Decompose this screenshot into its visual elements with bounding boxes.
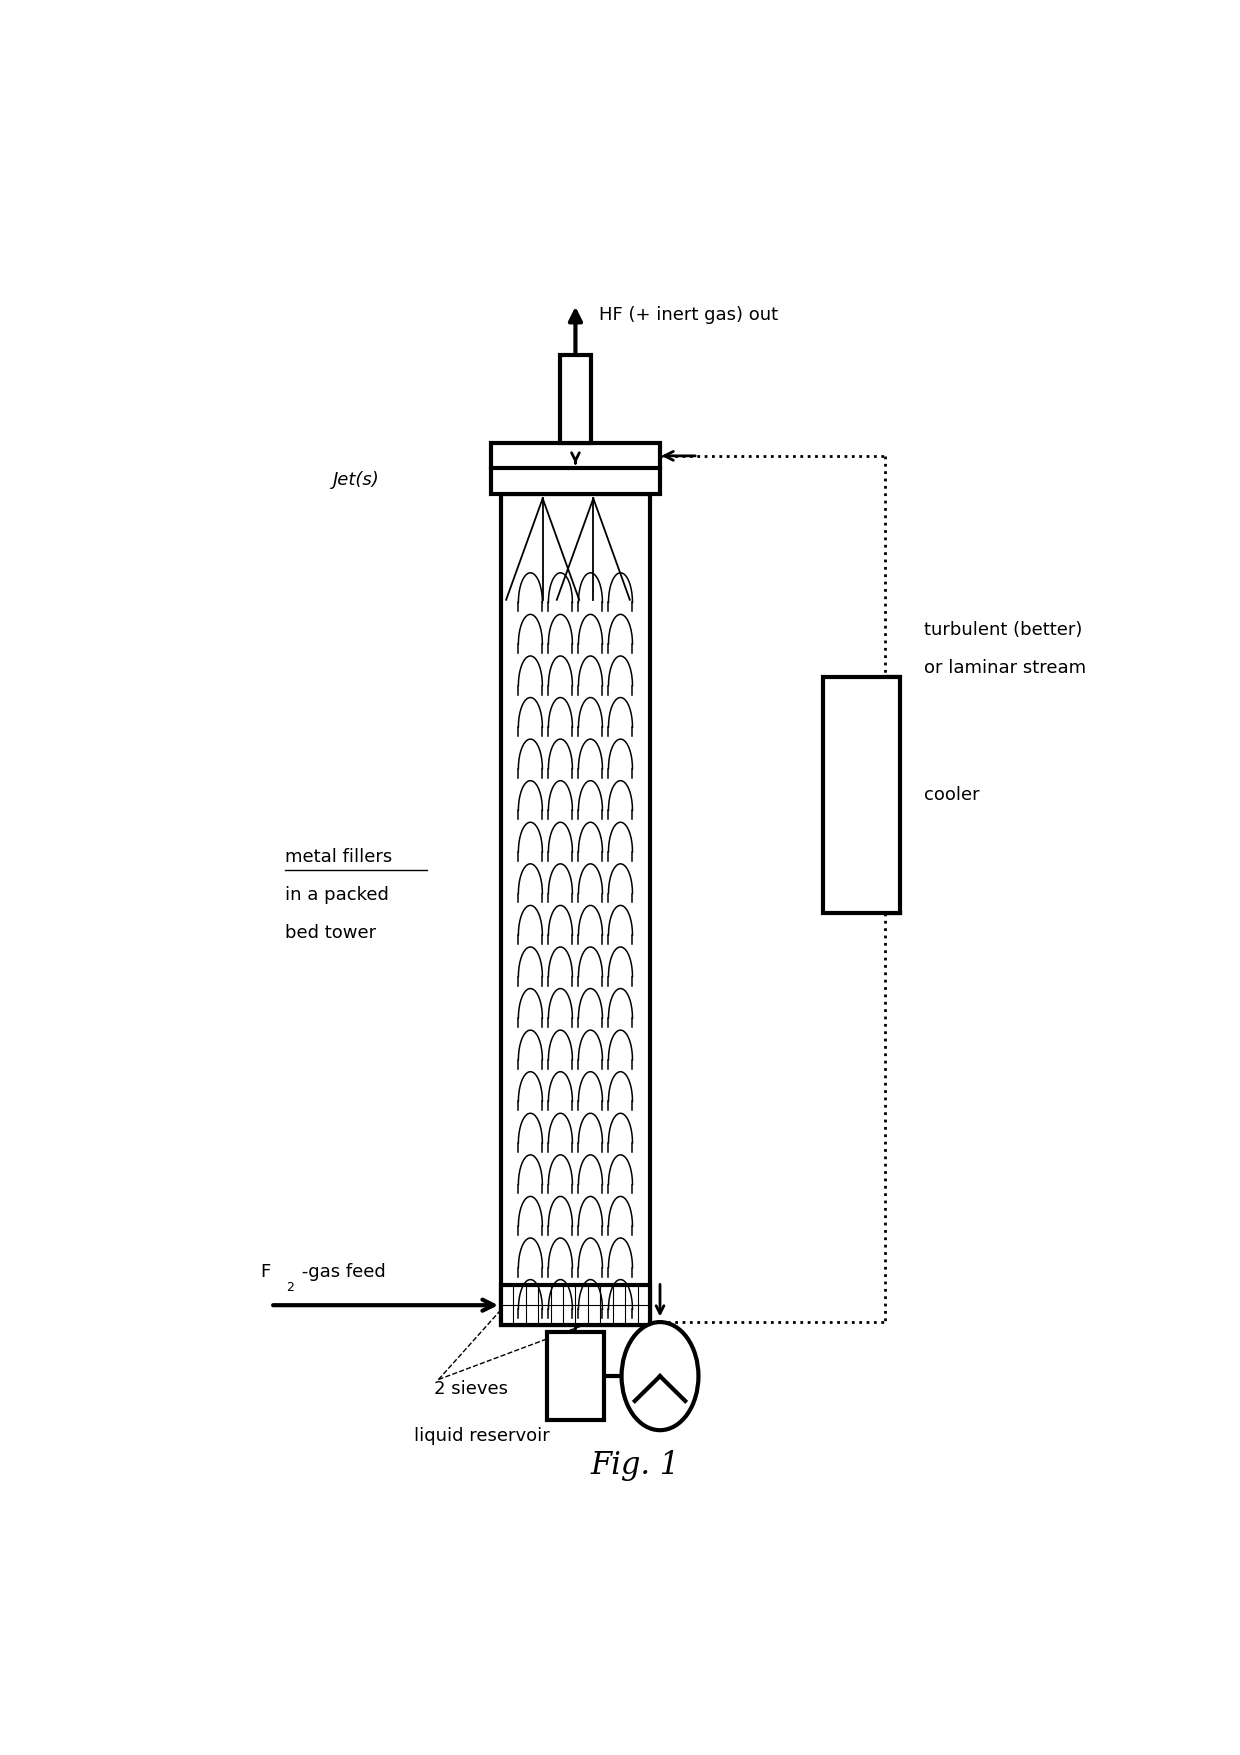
Text: -gas feed: -gas feed: [296, 1264, 386, 1281]
Bar: [547, 1332, 604, 1420]
Text: Fig. 1: Fig. 1: [591, 1450, 680, 1481]
Text: turbulent (better): turbulent (better): [924, 621, 1083, 639]
Bar: [560, 355, 590, 442]
Bar: [501, 495, 650, 1325]
Text: 2 sieves: 2 sieves: [434, 1379, 507, 1397]
Text: metal fillers: metal fillers: [285, 848, 392, 867]
Text: HF (+ inert gas) out: HF (+ inert gas) out: [599, 305, 779, 323]
Text: Jet(s): Jet(s): [332, 472, 379, 490]
Text: liquid reservoir: liquid reservoir: [414, 1427, 551, 1444]
Bar: [501, 1285, 650, 1325]
Text: or laminar stream: or laminar stream: [924, 658, 1086, 677]
Bar: [823, 677, 900, 913]
Text: in a packed: in a packed: [285, 886, 388, 904]
Text: 2: 2: [285, 1281, 294, 1295]
Circle shape: [621, 1322, 698, 1430]
Text: bed tower: bed tower: [285, 923, 376, 942]
Bar: [491, 442, 660, 495]
Text: F: F: [260, 1264, 272, 1281]
Text: cooler: cooler: [924, 786, 980, 804]
